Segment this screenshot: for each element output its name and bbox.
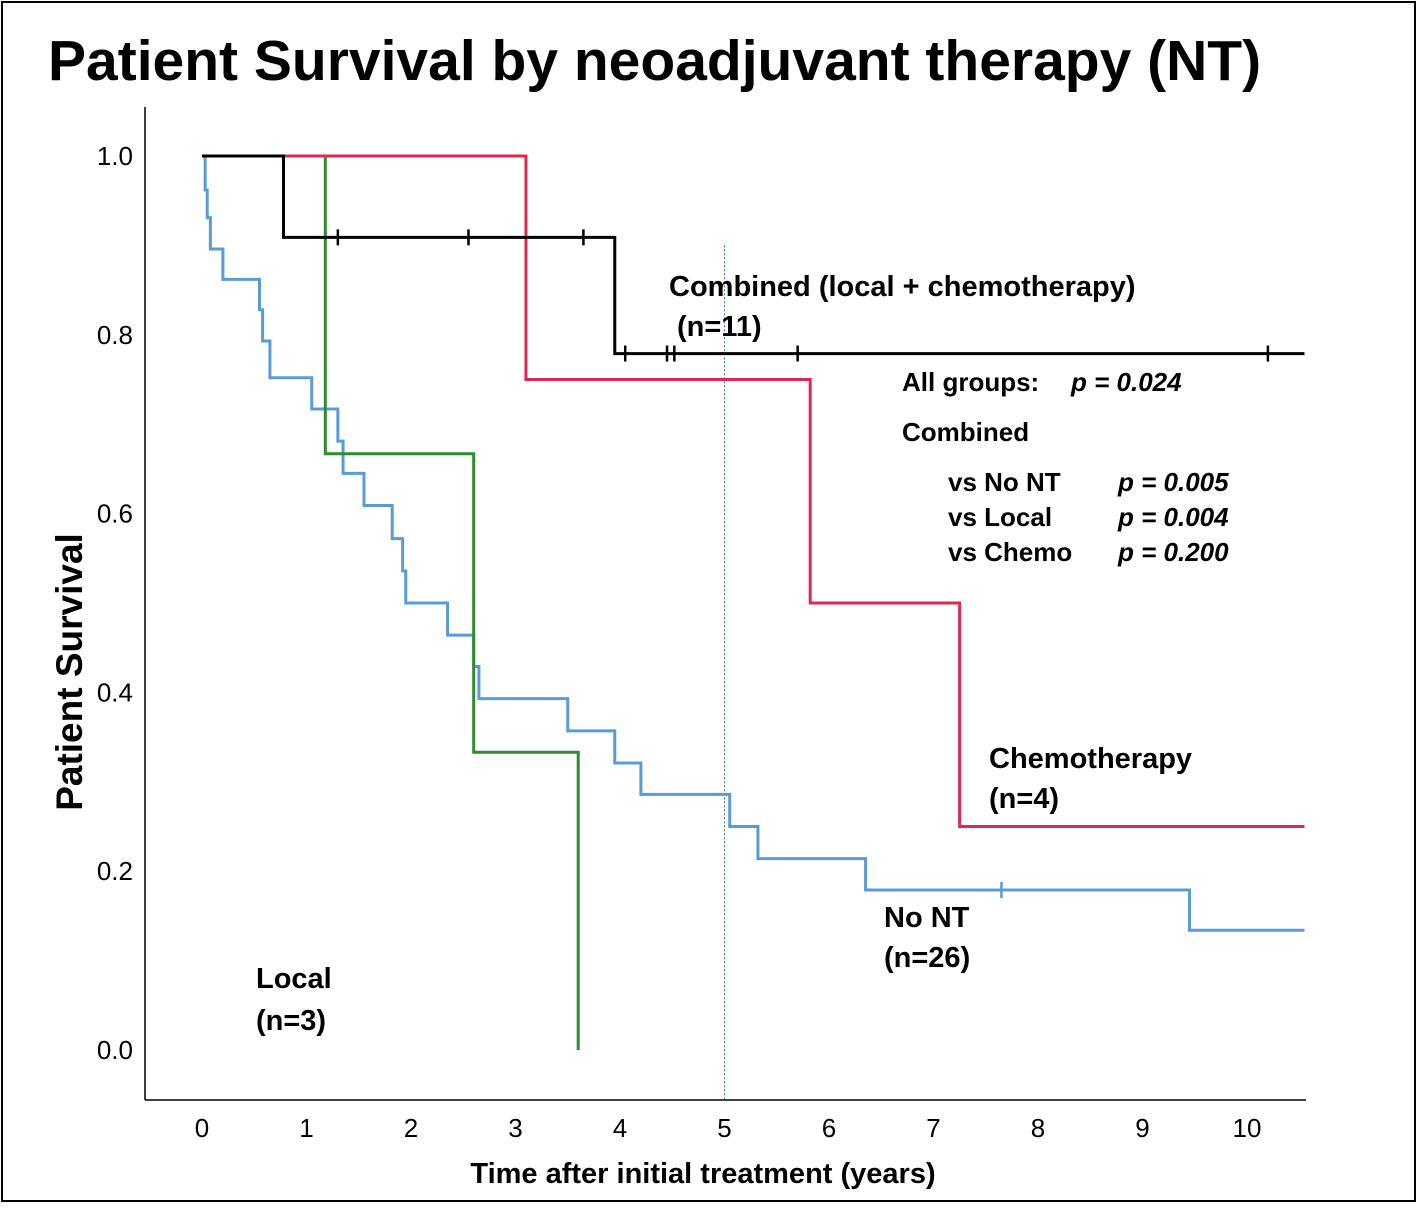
all-groups-p-value: p = 0.024 [1070,367,1182,397]
y-tick-label-0.4: 0.4 [97,677,133,707]
comparison-p-local: p = 0.004 [1117,502,1229,532]
chemotherapy-n-label: (n=4) [989,783,1059,815]
y-tick-label-0.8: 0.8 [97,320,133,350]
x-tick-label-7: 7 [926,1113,940,1143]
all-groups-label: All groups: [902,367,1039,397]
y-tick-label-0.6: 0.6 [97,499,133,529]
x-tick-label-3: 3 [508,1113,522,1143]
x-tick-label-1: 1 [299,1113,313,1143]
combined-label: Combined (local + chemotherapy) [669,271,1136,303]
comparison-p-no-nt: p = 0.005 [1117,467,1229,497]
x-tick-label-2: 2 [404,1113,418,1143]
no-nt-label: No NT [884,902,970,934]
x-tick-label-10: 10 [1233,1113,1262,1143]
x-tick-label-4: 4 [613,1113,627,1143]
series-line-combined-local-chemotherapy [202,154,1305,356]
x-tick-label-0: 0 [195,1113,209,1143]
y-tick-label-0.2: 0.2 [97,856,133,886]
y-tick-label-1.0: 1.0 [97,141,133,171]
x-tick-label-6: 6 [822,1113,836,1143]
chart-title: Patient Survival by neoadjuvant therapy … [48,29,1261,93]
comparison-label-no-nt: vs No NT [948,467,1061,497]
comparison-label-chemo: vs Chemo [948,537,1072,567]
x-axis-label: Time after initial treatment (years) [470,1158,935,1190]
y-axis-label: Patient Survival [49,533,90,811]
combined-n-label: (n=11) [677,311,762,343]
chemotherapy-label: Chemotherapy [989,743,1192,775]
combined-stats-label: Combined [902,417,1029,447]
comparison-p-chemo: p = 0.200 [1117,537,1229,567]
series-line-no-nt [202,154,1305,932]
local-n-label: (n=3) [256,1005,326,1037]
axis-ticks: 0 1 2 3 4 5 6 7 8 9 10 0.0 0.2 0.4 0.6 0.8 1.0 [97,141,1262,1143]
series-group [202,154,1305,1050]
series-line-chemotherapy [202,154,1305,828]
y-tick-label-0.0: 0.0 [97,1035,133,1065]
comparison-label-local: vs Local [948,502,1052,532]
local-label: Local [256,963,332,995]
x-tick-label-5: 5 [717,1113,731,1143]
no-nt-n-label: (n=26) [884,942,970,974]
x-tick-label-9: 9 [1135,1113,1149,1143]
x-tick-label-8: 8 [1031,1113,1045,1143]
